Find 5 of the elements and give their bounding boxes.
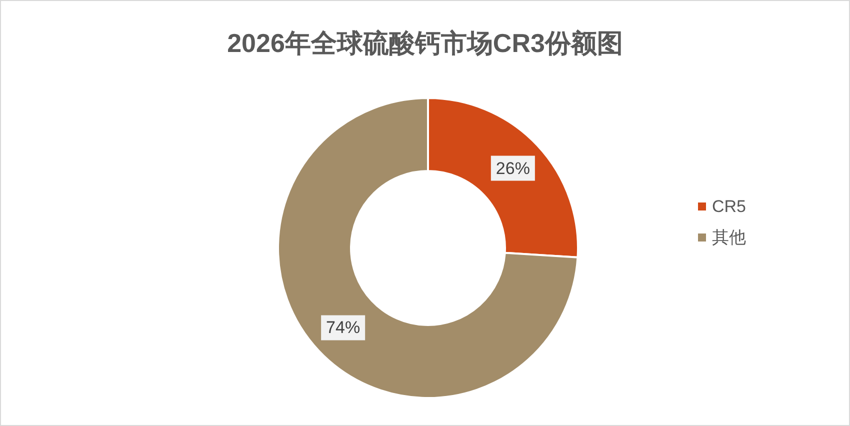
chart-title: 2026年全球硫酸钙市场CR3份额图 — [227, 28, 623, 58]
legend-label: 其他 — [712, 228, 746, 247]
legend-label: CR5 — [712, 197, 746, 216]
data-label: 74% — [326, 318, 360, 338]
data-label: 26% — [496, 158, 530, 178]
